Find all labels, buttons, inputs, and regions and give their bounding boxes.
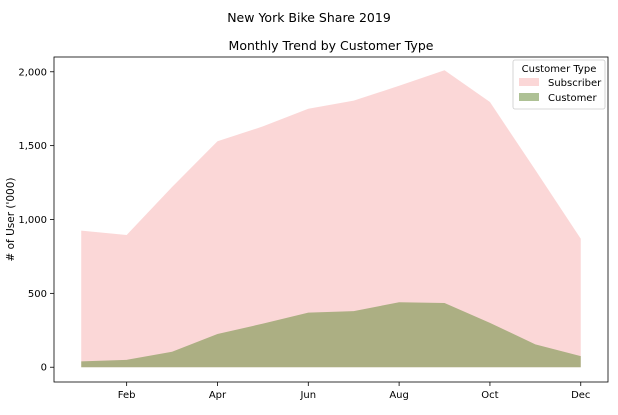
- legend-label-subscriber: Subscriber: [548, 78, 602, 89]
- y-axis-ticks: 0 500 1,000 1,500 2,000: [18, 67, 54, 374]
- legend-title: Customer Type: [522, 64, 597, 75]
- legend-label-customer: Customer: [548, 93, 597, 104]
- legend-swatch-customer: [519, 93, 539, 101]
- chart-title: New York Bike Share 2019: [227, 10, 391, 25]
- x-tick-label: Aug: [389, 390, 409, 401]
- x-tick-label: Dec: [571, 390, 590, 401]
- legend-items: Subscriber Customer: [519, 78, 602, 104]
- y-tick-label: 2,000: [18, 67, 47, 78]
- y-axis-label: # of User ('000): [5, 178, 17, 262]
- x-tick-label: Apr: [209, 390, 227, 401]
- legend-swatch-subscriber: [519, 78, 539, 86]
- area-customer: [81, 302, 581, 368]
- area-subscriber: [81, 70, 581, 368]
- x-tick-label: Oct: [481, 390, 498, 401]
- x-tick-label: Feb: [118, 390, 136, 401]
- area-layer: [81, 70, 581, 368]
- chart-subtitle: Monthly Trend by Customer Type: [229, 38, 434, 53]
- y-tick-label: 1,500: [18, 141, 47, 152]
- plot-frame: [53, 56, 609, 383]
- y-tick-label: 1,000: [18, 215, 47, 226]
- x-tick-label: Jun: [299, 390, 316, 401]
- y-tick-label: 500: [28, 289, 47, 300]
- y-tick-label: 0: [41, 363, 47, 374]
- legend: Customer Type Subscriber Customer: [512, 59, 606, 110]
- x-axis-ticks: Feb Apr Jun Aug Oct Dec: [118, 382, 590, 401]
